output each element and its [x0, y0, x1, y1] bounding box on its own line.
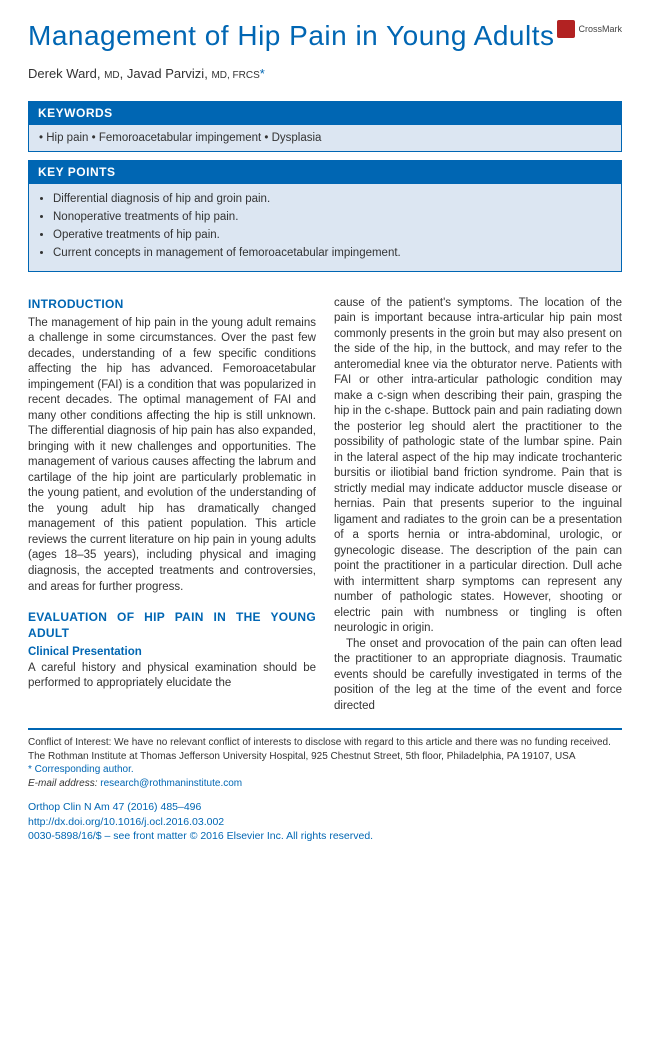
copyright-line: 0030-5898/16/$ – see front matter © 2016… [28, 829, 622, 843]
crossmark-badge[interactable]: CrossMark [557, 20, 622, 38]
subsection-clinical: Clinical Presentation [28, 645, 316, 661]
footer-divider [28, 728, 622, 730]
keypoints-header: KEY POINTS [28, 160, 622, 184]
intro-paragraph: The management of hip pain in the young … [28, 316, 316, 595]
institution-address: The Rothman Institute at Thomas Jefferso… [28, 750, 622, 764]
keywords-body: • Hip pain • Femoroacetabular impingemen… [28, 125, 622, 152]
journal-citation: Orthop Clin N Am 47 (2016) 485–496 [28, 800, 622, 814]
keypoints-list: Differential diagnosis of hip and groin … [28, 184, 622, 271]
body-columns: INTRODUCTION The management of hip pain … [28, 296, 622, 715]
keypoint-item: Operative treatments of hip pain. [53, 227, 611, 243]
section-introduction: INTRODUCTION [28, 296, 316, 312]
author-1: Derek Ward, MD [28, 66, 120, 81]
keypoint-item: Differential diagnosis of hip and groin … [53, 191, 611, 207]
footer-block: Conflict of Interest: We have no relevan… [28, 736, 622, 790]
column-right: cause of the patient's symptoms. The loc… [334, 296, 622, 715]
col2-paragraph-2: The onset and provocation of the pain ca… [334, 637, 622, 715]
section-evaluation: EVALUATION OF HIP PAIN IN THE YOUNG ADUL… [28, 609, 316, 641]
crossmark-icon [557, 20, 575, 38]
email-line: E-mail address: research@rothmaninstitut… [28, 777, 622, 791]
clinical-paragraph: A careful history and physical examinati… [28, 661, 316, 692]
column-left: INTRODUCTION The management of hip pain … [28, 296, 316, 715]
corresponding-note: * Corresponding author. [28, 763, 622, 777]
article-title: Management of Hip Pain in Young Adults [28, 20, 622, 52]
col2-paragraph-1: cause of the patient's symptoms. The loc… [334, 296, 622, 637]
email-address[interactable]: research@rothmaninstitute.com [100, 778, 242, 789]
keypoint-item: Current concepts in management of femoro… [53, 245, 611, 261]
conflict-statement: Conflict of Interest: We have no relevan… [28, 736, 622, 750]
keywords-header: KEYWORDS [28, 101, 622, 125]
author-2: Javad Parvizi, MD, FRCS [127, 66, 260, 81]
corresponding-asterisk: * [260, 66, 265, 81]
crossmark-label: CrossMark [578, 24, 622, 34]
email-label: E-mail address: [28, 778, 97, 789]
keypoint-item: Nonoperative treatments of hip pain. [53, 209, 611, 225]
journal-footer: Orthop Clin N Am 47 (2016) 485–496 http:… [28, 800, 622, 843]
doi-link[interactable]: http://dx.doi.org/10.1016/j.ocl.2016.03.… [28, 815, 622, 829]
authors-line: Derek Ward, MD, Javad Parvizi, MD, FRCS* [28, 66, 622, 81]
